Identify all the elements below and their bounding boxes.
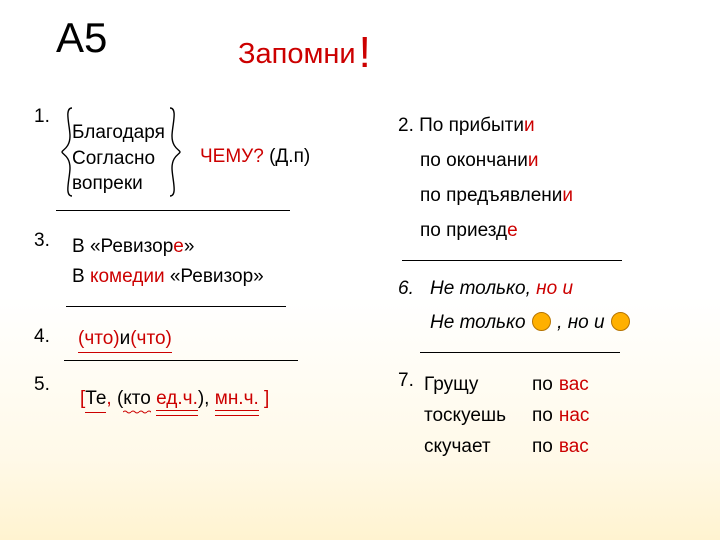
sec2-r2-stem: по окончани [420, 150, 528, 171]
sec1-q-case: (Д.п) [269, 146, 310, 167]
divider-3 [66, 306, 286, 307]
sec3-line1: В «Ревизоре» [72, 236, 194, 259]
sec4-p2: (что) [130, 328, 172, 353]
sec3-l1b: е [173, 236, 184, 257]
exclaim-icon: ! [359, 28, 371, 77]
sec1-question: ЧЕМУ? (Д.п) [200, 146, 310, 169]
sec4-p1: (что) [78, 328, 120, 353]
sec5-number: 5. [34, 374, 50, 396]
sec1-w1: Благодаря [72, 120, 165, 146]
title-a5: А5 [56, 14, 107, 62]
sec2-row2: по окончании [398, 143, 573, 178]
sec7-row3: скучает по вас [424, 432, 589, 463]
sec2-r1-end: и [524, 115, 535, 136]
divider-1 [56, 210, 290, 211]
sec7-r1-verb: Грущу [424, 370, 528, 401]
title-remember: Запомни! [238, 28, 371, 78]
sec1-words: Благодаря Согласно вопреки [72, 120, 165, 197]
sec6-r2mid: , но и [552, 312, 610, 333]
sec3-l2c: «Ревизор» [165, 266, 264, 287]
sec3-l2a: В [72, 266, 90, 287]
sec7-r2-pron: нас [557, 401, 590, 432]
sec4-mid: и [120, 328, 131, 353]
sec7-row2: тоскуешь по нас [424, 401, 589, 432]
divider-4 [64, 360, 298, 361]
sec2-row3: по предъявлении [398, 178, 573, 213]
sec5-close: ] [259, 388, 270, 409]
brace-left-icon [60, 106, 74, 198]
sec3-l2b: комедии [90, 266, 165, 287]
remember-word: Запомни [238, 38, 356, 70]
divider-6 [420, 352, 620, 353]
sec2-r2-end: и [528, 150, 539, 171]
sec5-mn: мн.ч. [215, 388, 259, 416]
sec7-number: 7. [398, 370, 414, 393]
sec2-r3-stem: по предъявлени [420, 185, 562, 206]
sec4-text: (что) и (что) [78, 328, 172, 353]
sec7-r1-prep: по [528, 370, 557, 401]
sec2-row1: 2. По прибытии [398, 108, 573, 143]
sec7-r3-pron: вас [557, 432, 590, 463]
sec2-row4: по приезде [398, 213, 573, 248]
sec7-rows: Грущу по вас тоскуешь по нас скучает по … [424, 370, 589, 462]
sec1-w3: вопреки [72, 171, 165, 197]
circle-icon [532, 312, 551, 331]
sec2-r4-end: е [507, 220, 518, 241]
sec3-l1c: » [184, 236, 195, 257]
sec6-r1a: Не только, [430, 278, 536, 299]
sec6-row2: Не только , но и [430, 312, 631, 335]
sec2-r4-stem: по приезд [420, 220, 507, 241]
sec7-r2-prep: по [528, 401, 557, 432]
sec5-pclose: ), [198, 388, 215, 409]
slide: А5 Запомни! 1. Благодаря Согласно вопрек… [0, 0, 720, 540]
sec2-block: 2. По прибытии по окончании по предъявле… [398, 108, 573, 249]
sec6-number: 6. [398, 278, 414, 301]
sec4-number: 4. [34, 326, 50, 348]
sec5-kto: кто [123, 388, 151, 414]
sec1-q-word: ЧЕМУ? [200, 146, 264, 167]
sec3-l1a: В «Ревизор [72, 236, 173, 257]
circle-icon [611, 312, 630, 331]
sec5-text: [Те, (кто ед.ч.), мн.ч. ] [80, 388, 269, 416]
sec5-te: Те [85, 388, 106, 413]
sec1-number: 1. [34, 106, 50, 128]
sec7-r3-prep: по [528, 432, 557, 463]
brace-right-icon [168, 106, 182, 198]
sec6-row1: Не только, но и [430, 278, 573, 301]
sec5-ed: ед.ч. [156, 388, 198, 416]
sec5-popen: ( [112, 388, 124, 409]
sec1-w2: Согласно [72, 146, 165, 172]
sec7-r3-verb: скучает [424, 432, 528, 463]
sec6-r1b: но и [536, 278, 573, 299]
sec6-r2a: Не только [430, 312, 531, 333]
sec7-row1: Грущу по вас [424, 370, 589, 401]
sec3-line2: В комедии «Ревизор» [72, 266, 264, 289]
sec2-r1-stem: 2. По прибыти [398, 115, 524, 136]
divider-2 [402, 260, 622, 261]
sec3-number: 3. [34, 230, 50, 252]
sec7-r2-verb: тоскуешь [424, 401, 528, 432]
sec2-r3-end: и [562, 185, 573, 206]
sec7-r1-pron: вас [557, 370, 590, 401]
